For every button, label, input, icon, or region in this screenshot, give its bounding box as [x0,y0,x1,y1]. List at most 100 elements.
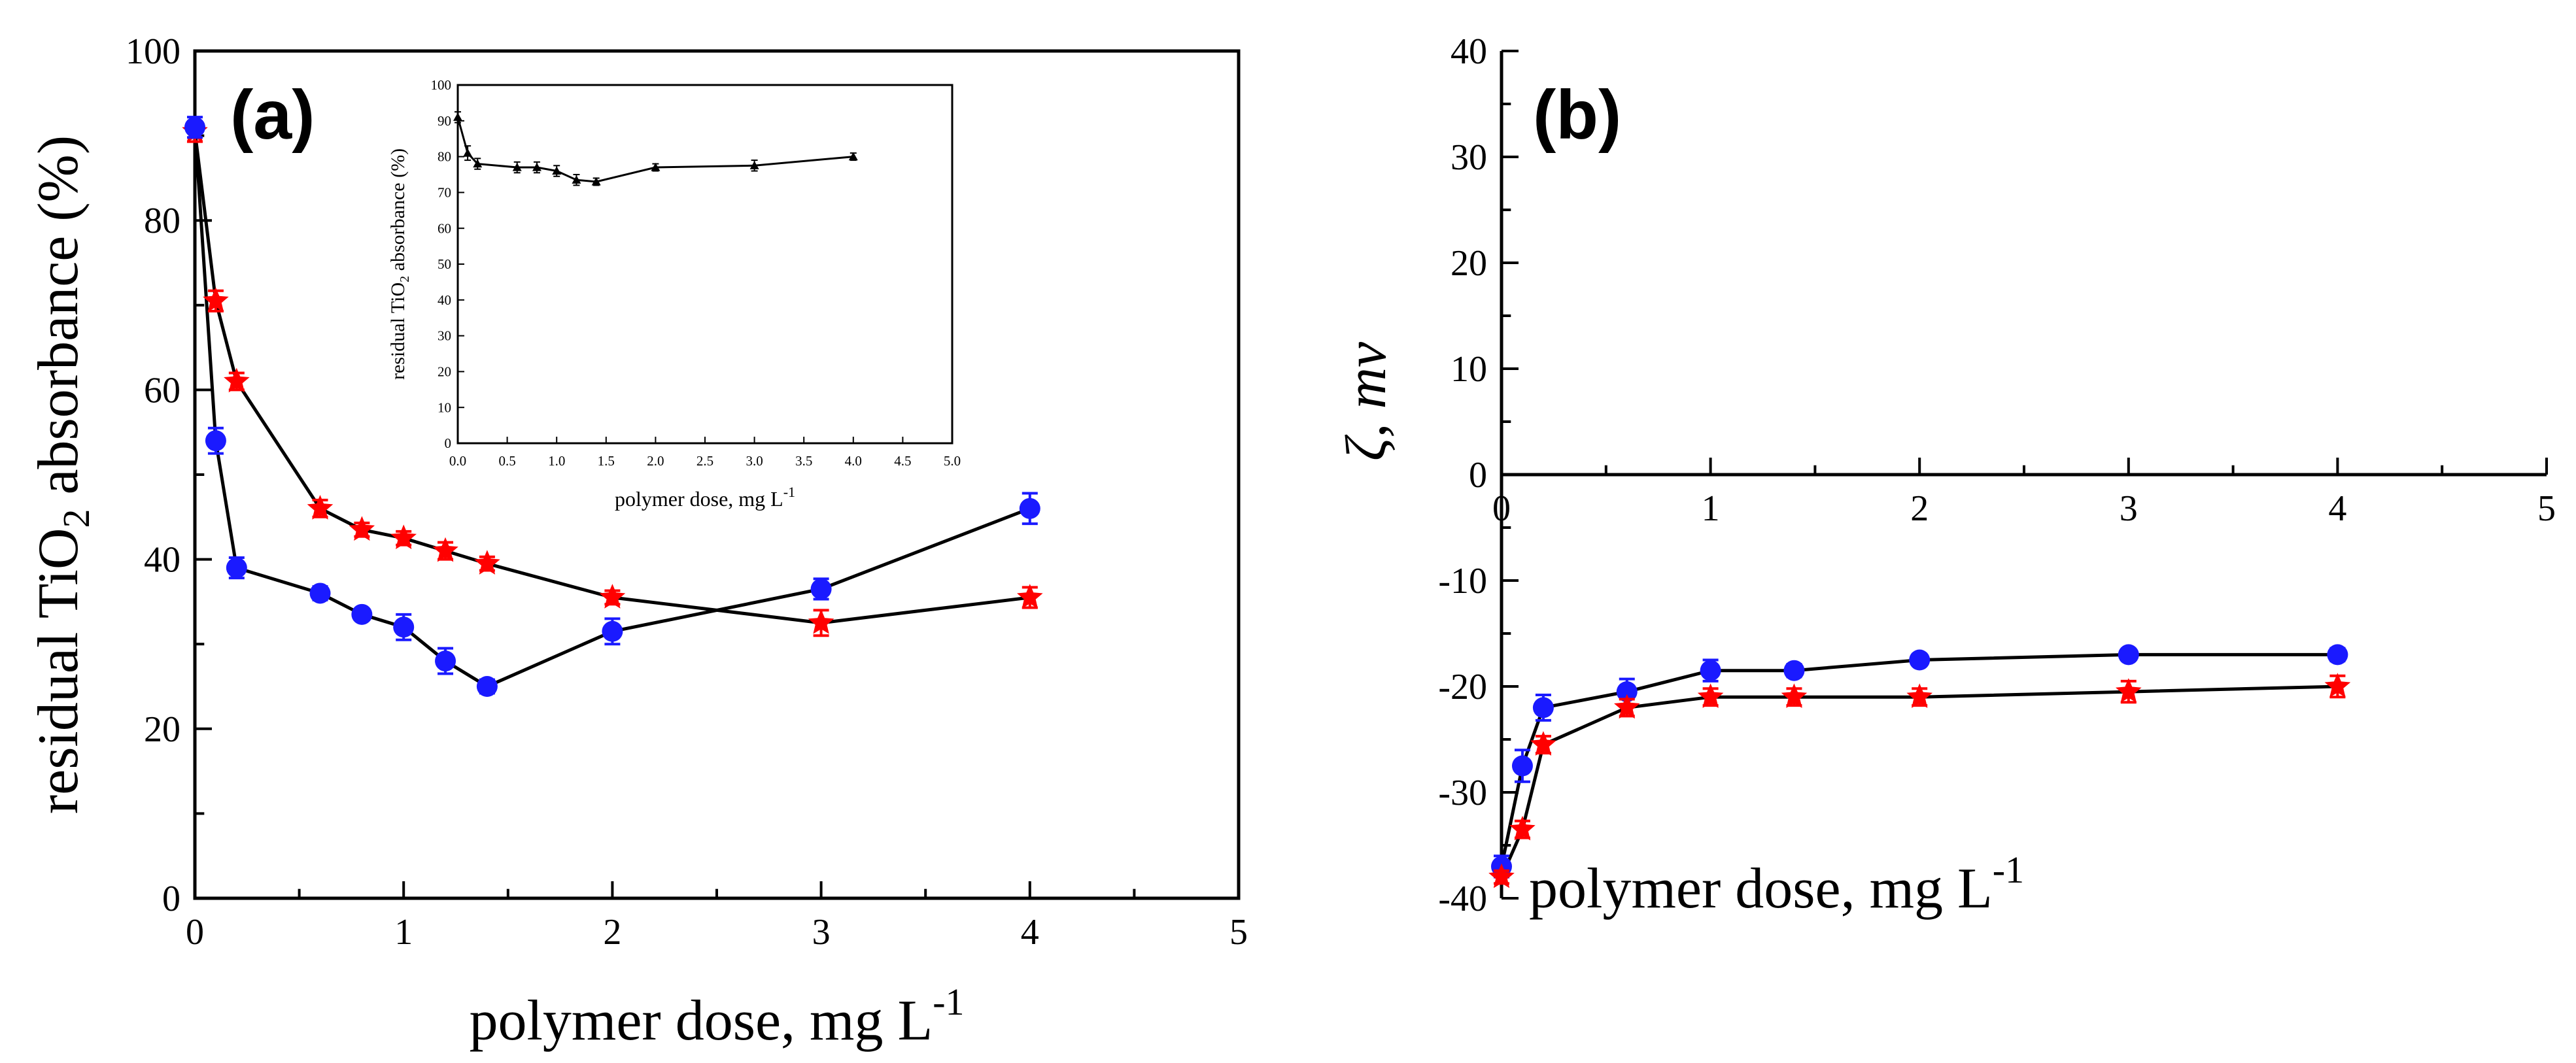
panel-a-point-star [474,550,500,575]
inset-y-tick-label: 20 [438,364,451,380]
panel-a-point-circle [309,582,331,604]
inset-y-tick-label: 60 [438,220,451,236]
inset-point-triangle [848,152,858,161]
panel-b-y-tick-label: 10 [1451,349,1487,390]
panel-a-y-tick-label: 60 [144,370,180,411]
panel-b-y-tick-label: 30 [1451,137,1487,178]
inset-point-triangle [453,112,462,121]
panel-b-point-star [2116,678,2142,703]
inset-point-triangle [651,163,661,171]
panel-b-y-tick-label: 20 [1451,243,1487,284]
panel-a-y-ticks: 0 20 40 60 80 100 [126,31,212,919]
inset-point-triangle [572,175,581,184]
panel-a-point-star [1017,584,1043,609]
inset-x-tick-label: 0.0 [449,453,466,469]
panel-a-y-tick-label: 80 [144,201,180,241]
panel-a-x-tick-label: 5 [1229,912,1248,953]
inset-y-tick-label: 80 [438,149,451,165]
panel-b-point-circle [1909,649,1931,671]
panel-b-x-tick-label: 2 [1910,488,1929,529]
panel-a-point-circle [435,650,456,672]
inset-point-triangle [512,163,522,171]
panel-b-y-tick-label: -20 [1438,667,1487,707]
panel-a-y-tick-label: 40 [144,540,180,581]
inset-x-tick-label: 0.5 [498,453,515,469]
panel-b-x-tick-label: 3 [2120,488,2138,529]
inset-x-ticks: 0.0 0.5 1.0 1.5 2.0 2.5 3.0 3.5 4.0 4.5 5.0 [449,437,961,469]
inset-x-tick-label: 1.5 [598,453,615,469]
inset-y-axis-label: residual TiO2 absorbance (%) [387,148,412,380]
panel-b-point-star [1697,683,1724,708]
panel-b-point-circle [1700,660,1721,681]
inset-y-tick-label: 100 [431,77,452,93]
panel-b-point-star [1781,683,1808,708]
inset-point-triangle [749,161,759,169]
panel-b-x-axis-label: polymer dose, mg L-1 [1529,849,2024,920]
panel-a-point-circle [351,603,373,625]
panel-a-point-star [808,609,834,634]
panel-a-series-markers [182,116,1043,697]
inset-y-tick-label: 70 [438,185,451,201]
panel-a-point-circle [226,557,247,579]
panel-b-point-circle [2327,644,2348,666]
inset-series-markers [453,111,858,186]
inset-x-axis-label: polymer dose, mg L-1 [615,484,795,511]
panel-a-point-circle [602,620,623,642]
inset-x-tick-label: 2.5 [696,453,713,469]
inset-y-tick-label: 10 [438,399,451,415]
panel-b-point-star [1614,694,1640,719]
panel-b-point-circle [1783,660,1805,681]
inset-point-triangle [463,148,473,157]
inset-y-tick-label: 30 [438,328,451,344]
panel-b-y-axis-label: ζ, mv [1335,341,1398,461]
inset-x-tick-label: 4.0 [845,453,862,469]
panel-b-x-ticks: 0 1 2 3 4 5 [1492,458,2556,529]
inset-x-tick-label: 2.0 [647,453,664,469]
panel-a-point-circle [184,116,205,138]
inset-frame [456,84,953,445]
panel-b-point-star [1509,815,1536,841]
panel-b-point-star [1530,731,1556,756]
panel-b-x-tick-label: 4 [2328,488,2346,529]
panel-b-point-star [1906,683,1932,708]
inset-x-tick-label: 3.0 [746,453,763,469]
panel-b-series-markers [1488,644,2351,888]
inset-y-tick-label: 40 [438,292,451,308]
panel-a-point-circle [205,430,226,452]
panel-a-x-ticks: 0 1 2 3 4 5 [186,881,1248,953]
inset-x-tick-label: 5.0 [944,453,961,469]
panel-a-point-star [349,516,375,541]
panel-a-point-circle [1019,498,1040,519]
inset-y-tick-label: 50 [438,256,451,272]
inset-y-tick-label: 0 [445,435,452,451]
panel-a-y-tick-label: 100 [126,31,180,72]
panel-b-y-tick-label: 40 [1451,31,1487,72]
inset-x-tick-label: 4.5 [894,453,911,469]
panel-a-point-star [390,524,417,549]
panel-a-x-tick-label: 1 [394,912,413,953]
panel-b-point-circle [1532,697,1554,718]
inset-point-triangle [532,163,541,171]
panel-a-point-star [432,537,458,562]
panel-a-point-star [599,584,626,609]
inset-x-tick-label: 1.0 [548,453,565,469]
panel-b-point-star [2324,673,2351,698]
panel-b-point-circle [1511,755,1533,777]
panel-a-point-star [224,367,250,393]
panel-a-label: (a) [230,76,315,154]
panel-a-point-circle [393,616,415,638]
panel-b-y-tick-label: 0 [1469,455,1487,496]
panel-a-x-tick-label: 4 [1021,912,1039,953]
panel-a-x-axis-label: polymer dose, mg L-1 [469,981,964,1053]
panel-b-y-tick-label: -40 [1438,879,1487,919]
panel-b-point-circle [2118,644,2139,666]
panel-b-y-tick-label: -30 [1438,773,1487,813]
panel-b-x-tick-label: 1 [1702,488,1720,529]
panel-b-point-star [1488,863,1515,888]
panel-a-point-star [307,495,334,520]
inset-point-triangle [591,177,601,186]
